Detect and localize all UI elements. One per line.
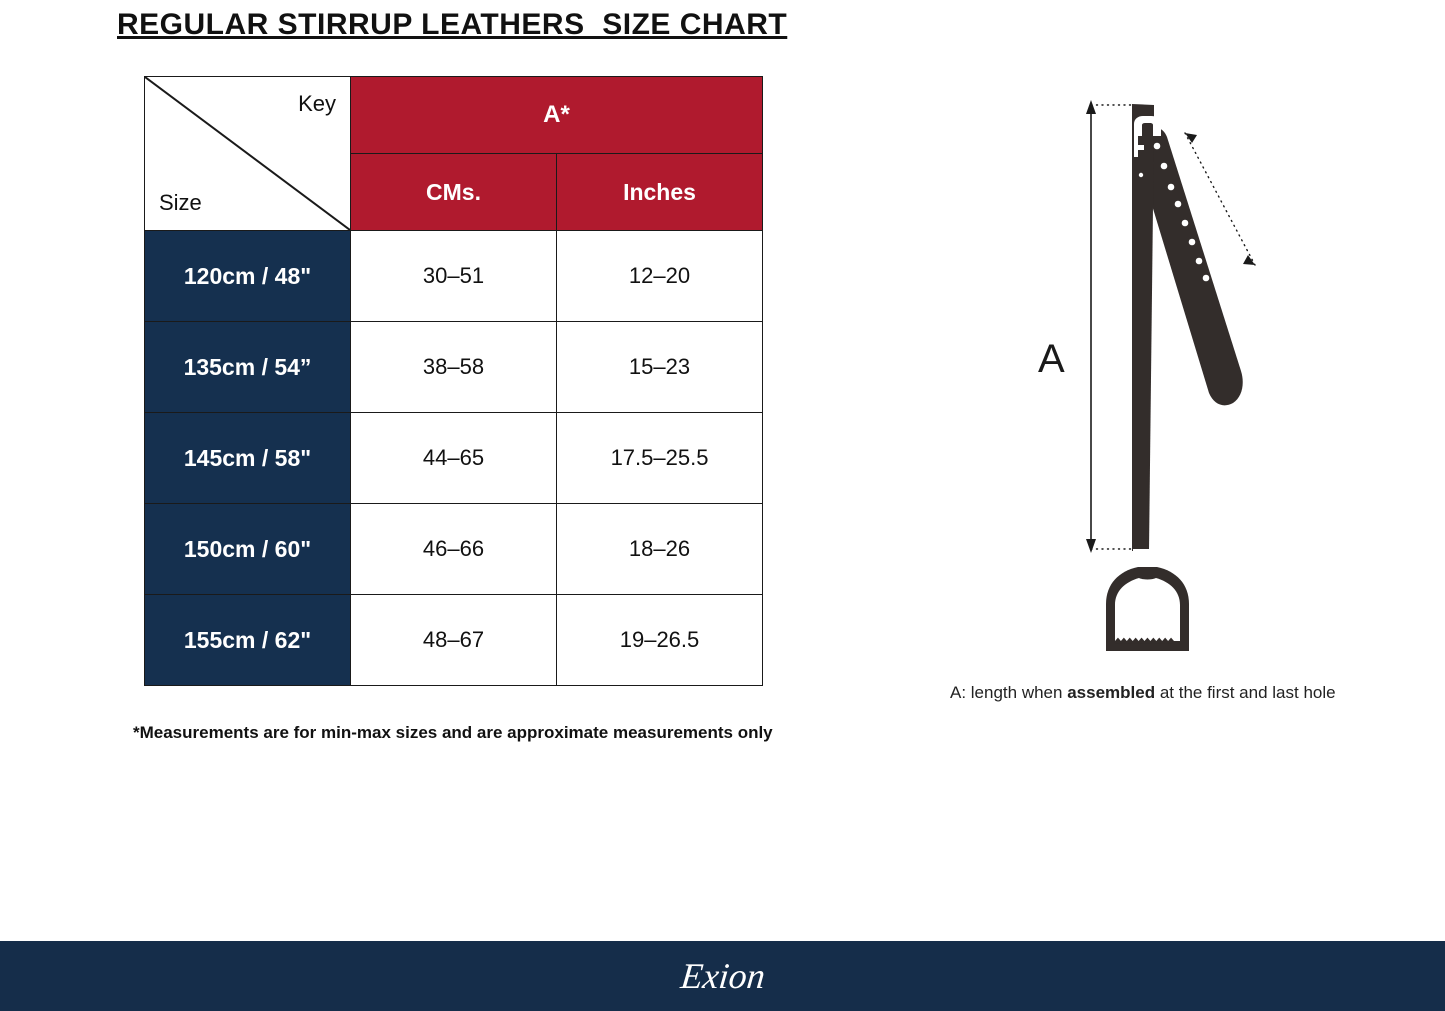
svg-text:A: A — [1038, 337, 1065, 381]
